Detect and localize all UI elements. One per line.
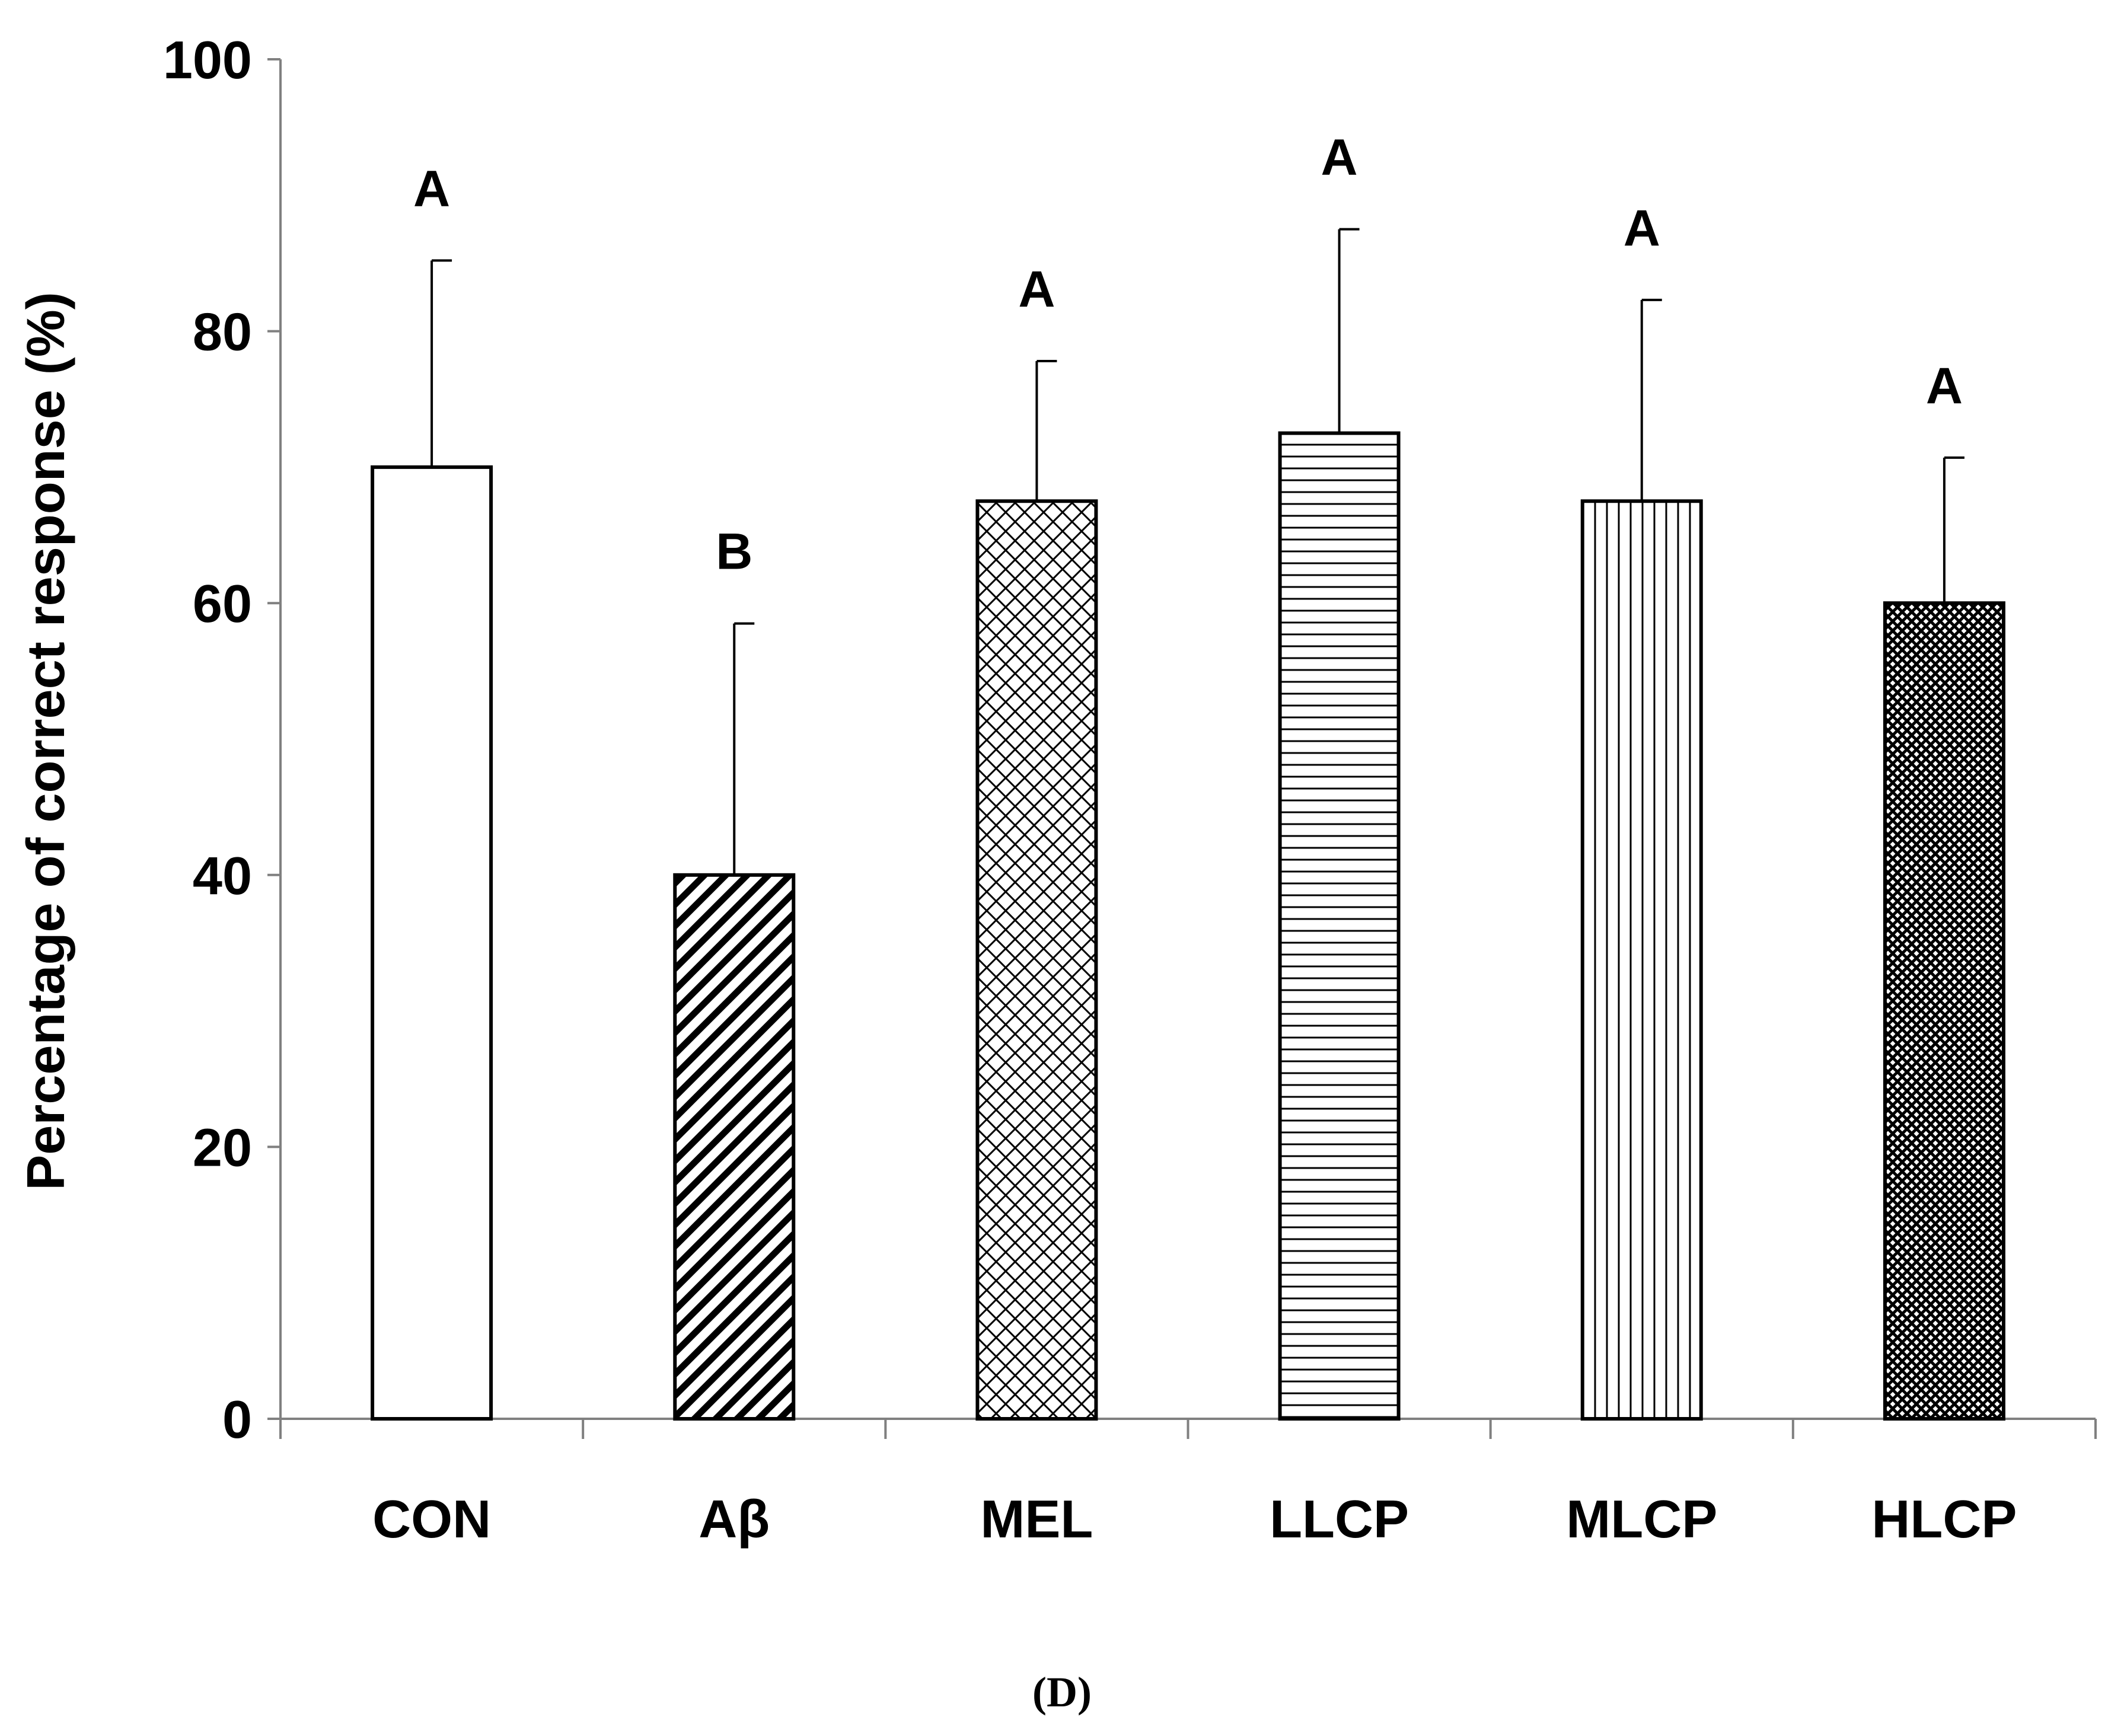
y-tick-label: 80 xyxy=(193,303,252,362)
bar xyxy=(1278,431,1401,1421)
x-tick-label: HLCP xyxy=(1871,1490,2017,1549)
y-tick-label: 100 xyxy=(163,31,252,90)
significance-letter: A xyxy=(1018,261,1055,318)
x-tick-label: MEL xyxy=(980,1490,1093,1549)
significance-letter: A xyxy=(1926,358,1963,414)
significance-letter: A xyxy=(1321,129,1358,186)
bars-group xyxy=(371,431,2005,1421)
x-axis: CON Aβ MEL LLCP MLCP HLCP xyxy=(279,1418,2097,1549)
bar xyxy=(371,465,493,1421)
y-axis-title: Percentage of correct response (%) xyxy=(17,292,76,1191)
significance-letter: A xyxy=(413,160,450,217)
y-tick-label: 40 xyxy=(193,847,252,906)
bar xyxy=(673,873,796,1421)
bar xyxy=(1883,601,2005,1421)
x-tick-label: LLCP xyxy=(1270,1490,1409,1549)
bar xyxy=(1580,499,1703,1421)
bar xyxy=(975,499,1098,1421)
x-tick-label: CON xyxy=(372,1490,491,1549)
significance-letter: B xyxy=(716,524,752,580)
y-axis: 0 20 40 60 80 100 xyxy=(163,31,282,1450)
panel-label: (D) xyxy=(1032,1668,1092,1716)
significance-labels-group: A B A A A A xyxy=(413,129,1963,580)
significance-letter: A xyxy=(1624,200,1660,257)
x-tick-label: Aβ xyxy=(699,1490,770,1549)
error-bars-group xyxy=(430,228,1964,875)
y-tick-label: 60 xyxy=(193,575,252,634)
y-tick-label: 20 xyxy=(193,1118,252,1177)
y-tick-label: 0 xyxy=(222,1390,252,1450)
x-tick-label: MLCP xyxy=(1566,1490,1717,1549)
